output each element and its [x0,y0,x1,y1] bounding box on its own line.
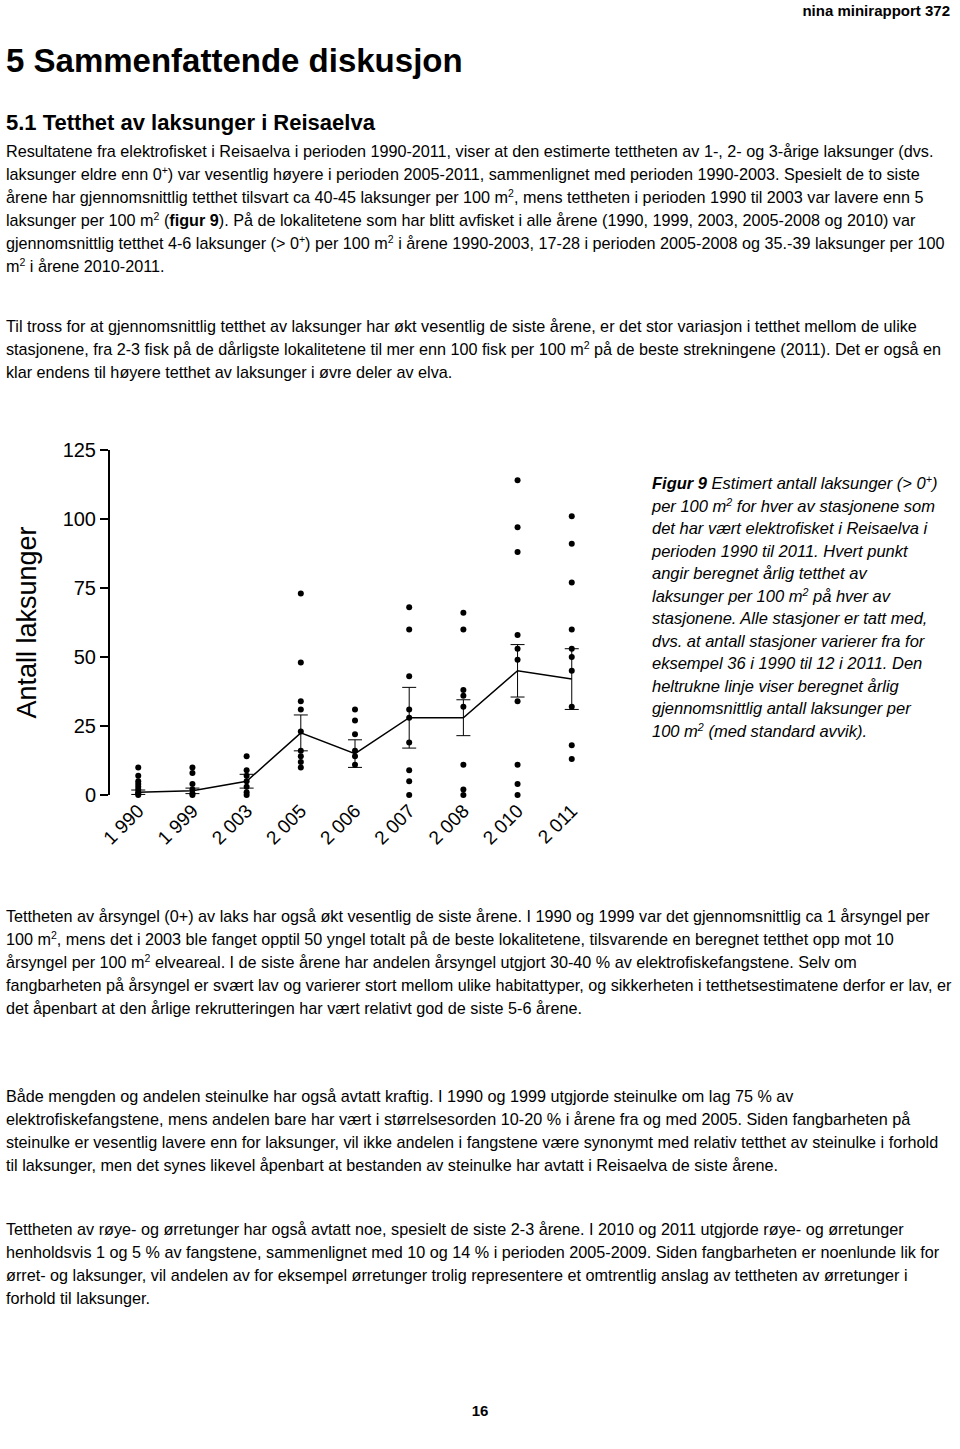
svg-text:100: 100 [63,508,96,530]
svg-text:1 990: 1 990 [99,800,147,848]
svg-text:2 005: 2 005 [262,800,310,848]
html-text:nina minirapport 372: nina minirapport 372 [802,2,950,19]
html-text:Tettheten av årsyngel (0+) av: Tettheten av årsyngel (0+) av laks har o… [6,907,952,1017]
svg-text:2 003: 2 003 [208,800,256,848]
svg-text:50: 50 [74,646,96,668]
svg-text:2 008: 2 008 [424,800,472,848]
svg-text:2 006: 2 006 [316,800,364,848]
html-text:16: 16 [471,1402,489,1419]
svg-text:2 011: 2 011 [534,800,581,847]
html-text:Til tross for at gjennomsnittl: Til tross for at gjennomsnittlig tetthet… [6,317,942,381]
svg-text:0: 0 [85,784,96,806]
html-text:Både mengden og andelen steinu: Både mengden og andelen steinulke har og… [6,1087,939,1174]
html-text:5.1 Tetthet av laksunger i Rei: 5.1 Tetthet av laksunger i Reisaelva [6,110,375,135]
svg-text:1 999: 1 999 [154,800,202,848]
svg-text:2 007: 2 007 [370,800,418,848]
svg-text:75: 75 [74,577,96,599]
html-text:Tettheten av røye- og ørretung: Tettheten av røye- og ørretunger har ogs… [6,1220,940,1307]
svg-text:Antall laksunger: Antall laksunger [12,526,42,718]
svg-text:25: 25 [74,715,96,737]
svg-text:2 010: 2 010 [479,800,527,848]
svg-text:125: 125 [63,439,96,461]
html-text:5 Sammenfattende diskusjon: 5 Sammenfattende diskusjon [6,42,463,79]
html-text:Resultatene fra elektrofisket: Resultatene fra elektrofisket i Reisaelv… [6,142,945,275]
html-text:Figur 9 Estimert antall laksun: Figur 9 Estimert antall laksunger (> 0+)… [652,472,938,740]
